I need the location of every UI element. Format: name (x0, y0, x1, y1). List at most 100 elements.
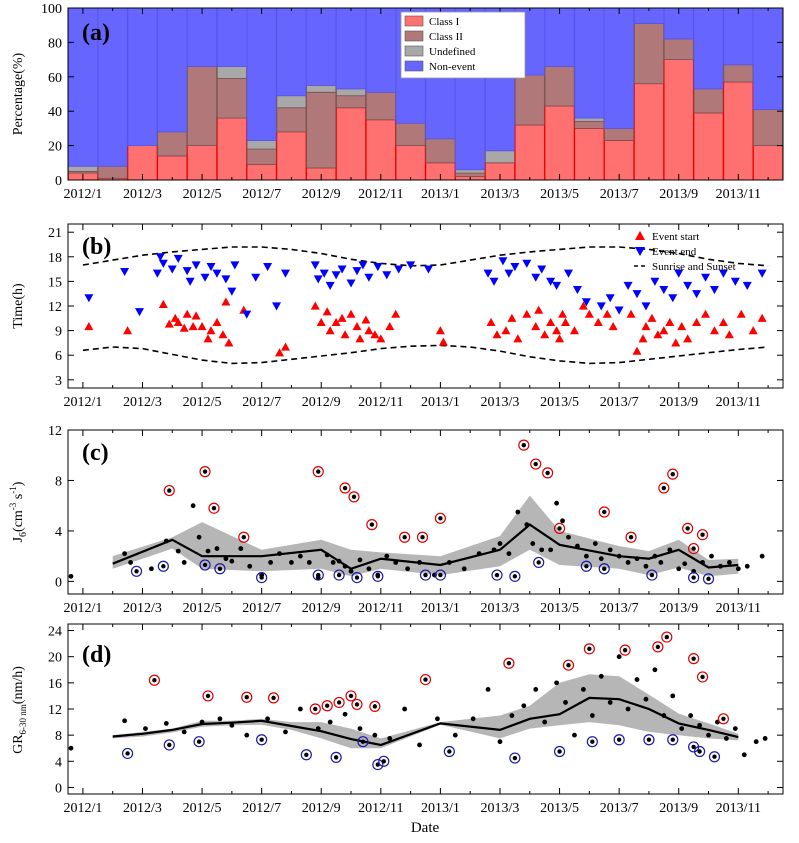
legend-swatch-class-i (404, 15, 424, 27)
panel-c-data-point (181, 560, 187, 565)
event-end-point (185, 277, 195, 286)
panel-c: 0 4 8 12 2012/1 2012/3 2012/5 2012/7 2012/9 2012/… (8, 424, 784, 616)
panel-c-xtick-label: 2012/11 (358, 601, 403, 616)
panel-c-median-line (112, 523, 739, 571)
panel-c-data-point (268, 560, 273, 565)
panel-d-data-point (580, 686, 586, 692)
panel-c-data-point (223, 556, 229, 562)
panel-c-data-point (682, 561, 688, 567)
panel-d-high-outlier-ring (688, 653, 700, 665)
panel-d-low-outlier-point (691, 744, 696, 750)
legend-marker-event-start (635, 231, 645, 240)
panel-c-high-outlier-ring (530, 458, 542, 470)
panel-c-data-point (247, 563, 253, 569)
panel-a-frame (67, 7, 784, 181)
panel-c-data-point (297, 553, 303, 559)
event-end-point (155, 253, 165, 262)
event-end-point (581, 298, 591, 307)
event-end-point (489, 277, 499, 286)
panel-c-high-outlier-point (700, 532, 705, 537)
bar-non-event-2012-1 (68, 8, 98, 167)
panel-b-xtick-label: 2013/9 (659, 395, 698, 410)
panel-d-xtick-label: 2013/11 (716, 801, 761, 816)
panel-d-data-point (217, 716, 223, 722)
panel-a-axes: 0 20 40 60 80 100 2012/1 2012/3 2012/5 2012/7 2012… (41, 2, 783, 202)
event-end-point (623, 281, 633, 290)
panel-c-data-point (700, 560, 705, 565)
event-start-point (173, 317, 183, 326)
panel-d-plot (68, 631, 768, 771)
panel-c-high-outlier-ring (542, 467, 554, 479)
panel-c-high-outlier-ring (658, 482, 670, 494)
panel-b-ytick-label: 9 (55, 325, 62, 340)
event-start-point (310, 301, 320, 310)
event-start-point (724, 330, 734, 339)
event-start-point (158, 299, 168, 308)
panel-d-data-point (163, 720, 169, 726)
panel-c-high-outlier-point (533, 461, 538, 467)
event-end-point (331, 271, 341, 280)
panel-c-xtick-label: 2013/5 (540, 601, 579, 616)
panel-c-data-point (175, 548, 181, 554)
panel-b-plot (82, 246, 769, 365)
bar-class-i-2012-6 (216, 117, 247, 180)
bar-class-i-2013-9 (663, 59, 694, 180)
event-end-point (742, 281, 752, 290)
panel-c-low-outlier-point (161, 564, 166, 569)
panel-a-xtick-label: 2013/11 (716, 187, 761, 202)
panel-c-high-outlier-ring (667, 468, 679, 480)
panel-c-data-point (461, 566, 467, 572)
event-end-point (757, 269, 767, 278)
event-end-point (135, 308, 144, 317)
panel-c-data-point (446, 560, 452, 565)
bar-non-event-2012-5 (187, 8, 218, 67)
panel-d-data-point (387, 736, 393, 741)
panel-c-high-outlier-point (691, 546, 696, 551)
panel-c-xtick-label: 2013/3 (481, 601, 520, 616)
panel-c-high-outlier-ring (553, 522, 566, 535)
panel-d-ytick-label: 4 (55, 755, 62, 770)
event-end-point (572, 286, 582, 295)
panel-c-data-point (342, 563, 348, 569)
event-start-point (218, 330, 228, 339)
panel-c-low-outlier-point (706, 576, 711, 582)
event-start-point (555, 334, 565, 343)
panel-c-data-point (214, 546, 220, 551)
event-end-point (84, 294, 94, 303)
panel-c-high-outlier-point (521, 442, 527, 448)
event-start-point (602, 309, 612, 318)
panel-c-data-point (306, 560, 312, 565)
legend-label-event-start: Event start (652, 231, 699, 243)
bar-non-event-2013-5 (544, 8, 575, 67)
panel-d-data-point (485, 686, 491, 692)
panel-c-high-outlier-point (661, 485, 667, 491)
bar-class-ii-2013-10 (693, 88, 724, 114)
panel-c-low-outlier-point (202, 562, 208, 568)
event-end-point (546, 277, 556, 286)
panel-d-high-outlier-point (324, 703, 330, 708)
event-end-point (313, 275, 323, 284)
panel-d-high-outlier-point (423, 677, 428, 682)
event-start-point (346, 309, 356, 318)
panel-c-low-outlier-ring (312, 569, 324, 581)
bar-non-event-2012-2 (97, 8, 128, 167)
panel-d-data-point (283, 729, 288, 735)
event-start-point (608, 322, 618, 331)
event-start-point (593, 317, 603, 326)
panel-d-high-outlier-point (244, 695, 249, 700)
panel-d-xtick-label: 2012/7 (242, 801, 281, 816)
bar-undefined-2012-6 (216, 66, 247, 79)
event-start-point (552, 326, 562, 335)
event-end-point (310, 261, 320, 270)
event-start-point (632, 346, 642, 355)
panel-c-high-outlier-point (557, 526, 562, 531)
panel-d: 0 4 8 12 16 20 24 2012/1 2012/3 2012/5 2012/7 2012/… (11, 623, 784, 836)
event-end-point (251, 273, 261, 282)
bar-class-ii-2013-11 (723, 64, 754, 83)
event-end-point (206, 263, 216, 272)
event-start-point (671, 338, 681, 347)
panel-c-high-outlier-point (316, 469, 321, 474)
panel-c-xtick-label: 2012/5 (183, 601, 222, 616)
bar-non-event-2013-11 (723, 8, 754, 66)
legend-label-class-ii: Class II (429, 31, 463, 43)
